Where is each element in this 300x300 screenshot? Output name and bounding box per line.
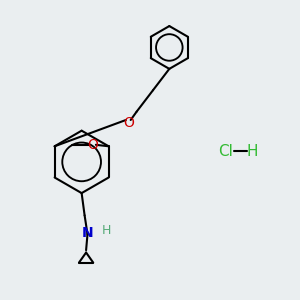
Text: O: O bbox=[87, 138, 98, 152]
Text: H: H bbox=[247, 144, 258, 159]
Text: O: O bbox=[123, 116, 134, 130]
Text: H: H bbox=[102, 224, 112, 237]
Text: N: N bbox=[82, 226, 93, 240]
Text: Cl: Cl bbox=[218, 144, 233, 159]
